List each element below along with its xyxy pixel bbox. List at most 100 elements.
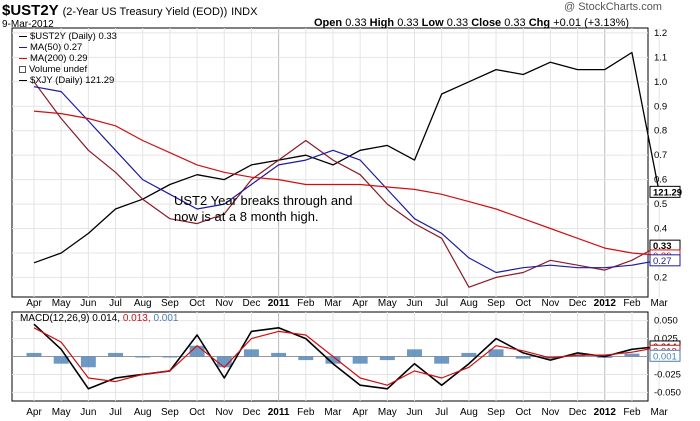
overlay-value-tag: 121.29 [653,187,682,198]
histogram-bar [26,352,42,357]
y-tick-label: 1.2 [654,28,667,39]
x-tick-label: Jul [435,407,448,418]
x-tick-label: May [52,407,71,418]
price-panel-frame [11,27,649,298]
legend-swatch [19,47,27,48]
histogram-bar [461,352,477,357]
macd-legend-value: 0.014, [92,313,121,324]
histogram-bar [108,352,124,357]
histogram-bar [407,349,422,357]
histogram-bar [243,349,259,357]
open-label: Open [314,17,343,29]
legend-label: MA(200) 0.29 [30,53,88,64]
x-tick-label: Sep [487,407,505,418]
legend-label: MA(50) 0.27 [30,42,83,53]
histogram-bar [162,356,178,358]
x-tick-label: Apr [352,298,368,309]
x-tick-label: Oct [515,407,531,418]
histogram-bar [271,352,287,357]
y-tick-label: 1.0 [654,77,667,88]
y-tick-label: 0.025 [654,334,678,345]
x-tick-label: Apr [26,407,42,418]
x-tick-label: Apr [352,407,368,418]
y-tick-label: 0.5 [654,199,667,210]
x-tick-label: Feb [623,407,641,418]
x-tick-label: Oct [189,298,205,309]
histogram-bar [80,356,96,368]
y-tick-label: 0.8 [654,126,667,137]
x-tick-label: Mar [324,298,342,309]
x-tick-label: Aug [134,407,152,418]
y-tick-label: 0.9 [654,101,667,112]
x-tick-label: 2011 [268,298,290,309]
x-tick-label: May [378,298,397,309]
histogram-bar [189,345,205,357]
legend-label: $UST2Y (Daily) 0.33 [30,31,117,42]
series-line-ust [33,81,660,288]
x-tick-label: Jul [109,298,122,309]
series-line-xjy [33,51,660,264]
x-tick-label: Nov [542,298,560,309]
x-tick-label: Feb [297,298,315,309]
x-tick-label: May [378,407,397,418]
x-tick-label: Dec [569,298,587,309]
x-tick-label: Nov [215,298,233,309]
open-value: 0.33 [345,17,367,29]
histogram-bar [325,356,341,364]
x-tick-label: Apr [26,298,42,309]
histogram-bar [624,353,640,357]
exchange: INDX [231,6,258,18]
last-value-tag-box [649,254,681,267]
histogram-bar [298,356,314,361]
x-tick-label: Jun [406,407,422,418]
legend-swatch [19,80,27,81]
x-tick-label: Aug [460,407,478,418]
chart-title: $UST2Y (2-Year US Treasury Yield (EOD)) … [2,2,257,19]
ohlc-readout: Open 0.33 High 0.33 Low 0.33 Close 0.33 … [314,17,629,29]
histogram-bar [434,356,450,364]
macd-value-tag-box [649,349,681,362]
x-tick-label: Feb [623,298,641,309]
legend-item: Volume undef [19,64,117,75]
x-tick-label: Sep [161,407,179,418]
x-tick-label: Sep [487,298,505,309]
x-tick-label: Dec [243,298,261,309]
histogram-bar [352,356,368,364]
histogram-bar [135,356,151,358]
chart-legend: $UST2Y (Daily) 0.33 MA(50) 0.27 MA(200) … [19,31,117,86]
chart-annotation: UST2 Year breaks through and now is at a… [174,193,353,224]
macd-value-tag: 0.001 [653,351,677,362]
legend-item: $XJY (Daily) 121.29 [19,75,117,86]
x-tick-label: Jul [435,298,448,309]
y-tick-label: 0.6 [654,175,667,186]
high-value: 0.33 [397,17,419,29]
x-tick-label: Mar [324,407,342,418]
x-tick-label: Nov [542,407,560,418]
low-label: Low [421,17,444,29]
legend-item: MA(50) 0.27 [19,42,117,53]
y-tick-label: -0.050 [654,387,681,398]
legend-swatch [19,58,27,59]
x-tick-label: Jun [406,298,422,309]
last-value-tag: 0.33 [653,241,672,252]
legend-label: Volume undef [29,64,88,75]
y-tick-label: 0.7 [654,150,667,161]
high-label: High [369,17,395,29]
y-tick-label: 0.4 [654,224,667,235]
chg-value: +0.01 (+3.13%) [553,17,630,29]
close-value: 0.33 [504,17,526,29]
histogram-bar [53,356,69,364]
subtitle: (2-Year US Treasury Yield (EOD)) [62,6,228,18]
close-label: Close [471,17,502,29]
x-tick-label: Jul [109,407,122,418]
legend-label: $XJY (Daily) 121.29 [30,75,115,86]
x-tick-label: 2011 [268,407,290,418]
histogram-bar [488,349,504,357]
y-tick-label: 0.050 [654,316,678,327]
x-tick-label: Dec [569,407,587,418]
x-tick-label: Jun [80,298,96,309]
histogram-legend-value: 0.001 [153,313,179,324]
legend-swatch [19,36,27,37]
x-tick-label: Mar [651,407,669,418]
